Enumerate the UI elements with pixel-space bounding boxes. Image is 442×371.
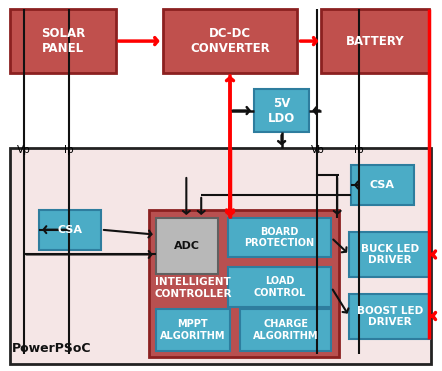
Text: BOOST LED
DRIVER: BOOST LED DRIVER [357,306,423,327]
Bar [351,165,414,205]
Bar [349,232,431,277]
Text: Vb: Vb [310,145,324,155]
Text: SOLAR
PANEL: SOLAR PANEL [41,27,85,55]
Text: BATTERY: BATTERY [346,35,404,47]
Bar [254,89,309,132]
Bar [156,218,218,274]
Bar [228,218,331,257]
Bar [39,210,101,250]
Bar [10,148,431,364]
Text: LOAD
CONTROL: LOAD CONTROL [253,276,306,298]
Text: CSA: CSA [58,225,83,235]
Text: Vp: Vp [17,145,30,155]
Bar [228,267,331,307]
Bar [349,294,431,339]
Bar [321,9,428,73]
Text: BOARD
PROTECTION: BOARD PROTECTION [244,227,315,249]
Bar [240,309,331,351]
Text: 5V
LDO: 5V LDO [268,96,295,125]
Text: CHARGE
ALGORITHM: CHARGE ALGORITHM [253,319,318,341]
Bar [10,9,116,73]
Text: Ip: Ip [65,145,74,155]
Bar [156,309,230,351]
Bar [163,9,297,73]
Text: DC-DC
CONVERTER: DC-DC CONVERTER [190,27,270,55]
Text: INTELLIGENT
CONTROLLER: INTELLIGENT CONTROLLER [155,278,232,299]
Text: Ib: Ib [354,145,364,155]
Text: ADC: ADC [174,241,200,251]
Bar [149,210,339,357]
Text: BUCK LED
DRIVER: BUCK LED DRIVER [361,244,419,265]
Text: PowerPSoC: PowerPSoC [11,342,91,355]
Text: MPPT
ALGORITHM: MPPT ALGORITHM [160,319,225,341]
Text: CSA: CSA [370,180,395,190]
